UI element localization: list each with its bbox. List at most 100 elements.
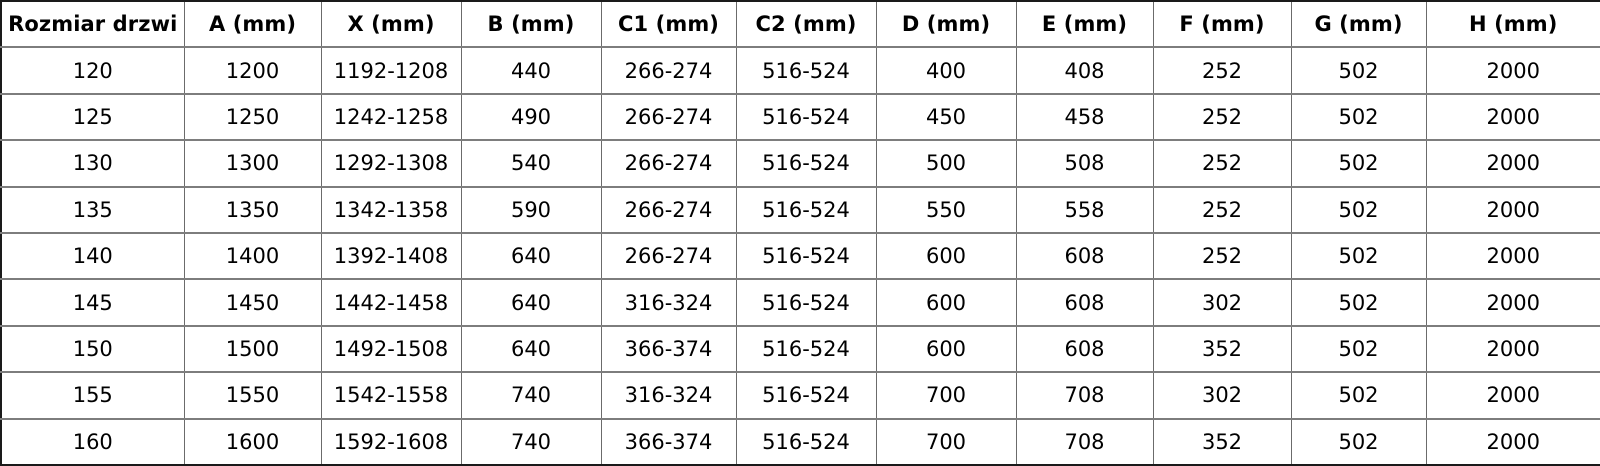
cell-g: 502 bbox=[1291, 325, 1427, 374]
cell-a: 1600 bbox=[184, 418, 322, 465]
table-row: 130 1300 1292-1308 540 266-274 516-524 5… bbox=[1, 140, 1600, 188]
cell-g: 502 bbox=[1291, 186, 1427, 234]
cell-x: 1542-1558 bbox=[321, 372, 462, 420]
table-row: 155 1550 1542-1558 740 316-324 516-524 7… bbox=[1, 372, 1600, 420]
cell-c1: 366-374 bbox=[601, 418, 737, 465]
cell-rozmiar-drzwi: 130 bbox=[1, 140, 185, 188]
cell-g: 502 bbox=[1291, 93, 1427, 142]
table-body: 120 1200 1192-1208 440 266-274 516-524 4… bbox=[1, 47, 1600, 465]
cell-x: 1442-1458 bbox=[321, 279, 462, 327]
column-header-e: E (mm) bbox=[1016, 1, 1154, 49]
cell-c2: 516-524 bbox=[736, 93, 877, 142]
cell-x: 1592-1608 bbox=[321, 418, 462, 465]
cell-b: 740 bbox=[461, 372, 602, 420]
cell-c1: 366-374 bbox=[601, 325, 737, 374]
cell-d: 600 bbox=[876, 325, 1017, 374]
cell-h: 2000 bbox=[1426, 186, 1600, 234]
column-header-c1: C1 (mm) bbox=[601, 1, 737, 49]
table-header-row: Rozmiar drzwi A (mm) X (mm) B (mm) C1 (m… bbox=[1, 1, 1600, 49]
column-header-rozmiar-drzwi: Rozmiar drzwi bbox=[1, 1, 185, 49]
cell-a: 1250 bbox=[184, 93, 322, 142]
column-header-d: D (mm) bbox=[876, 1, 1017, 49]
table-row: 125 1250 1242-1258 490 266-274 516-524 4… bbox=[1, 93, 1600, 142]
cell-d: 400 bbox=[876, 47, 1017, 95]
cell-h: 2000 bbox=[1426, 232, 1600, 281]
cell-a: 1300 bbox=[184, 140, 322, 188]
cell-a: 1200 bbox=[184, 47, 322, 95]
column-header-f: F (mm) bbox=[1153, 1, 1292, 49]
cell-h: 2000 bbox=[1426, 47, 1600, 95]
cell-b: 440 bbox=[461, 47, 602, 95]
cell-c1: 316-324 bbox=[601, 279, 737, 327]
cell-g: 502 bbox=[1291, 279, 1427, 327]
column-header-b: B (mm) bbox=[461, 1, 602, 49]
cell-b: 640 bbox=[461, 325, 602, 374]
cell-b: 540 bbox=[461, 140, 602, 188]
cell-f: 252 bbox=[1153, 93, 1292, 142]
cell-rozmiar-drzwi: 135 bbox=[1, 186, 185, 234]
cell-h: 2000 bbox=[1426, 325, 1600, 374]
column-header-a: A (mm) bbox=[184, 1, 322, 49]
cell-h: 2000 bbox=[1486, 429, 1540, 454]
cell-f: 252 bbox=[1153, 232, 1292, 281]
cell-d: 700 bbox=[876, 418, 1017, 465]
cell-e: 408 bbox=[1016, 47, 1154, 95]
cell-x: 1342-1358 bbox=[321, 186, 462, 234]
cell-a: 1500 bbox=[184, 325, 322, 374]
cell-c2: 516-524 bbox=[736, 418, 877, 465]
cell-c2: 516-524 bbox=[736, 186, 877, 234]
cell-d: 450 bbox=[876, 93, 1017, 142]
cell-c2: 516-524 bbox=[736, 325, 877, 374]
cell-f: 252 bbox=[1153, 186, 1292, 234]
cell-c2: 516-524 bbox=[736, 279, 877, 327]
cell-b: 640 bbox=[461, 232, 602, 281]
cell-rozmiar-drzwi: 150 bbox=[1, 325, 185, 374]
cell-f: 252 bbox=[1153, 47, 1292, 95]
table-row: 145 1450 1442-1458 640 316-324 516-524 6… bbox=[1, 279, 1600, 327]
cell-d: 600 bbox=[876, 232, 1017, 281]
cell-x: 1392-1408 bbox=[321, 232, 462, 281]
column-header-c2: C2 (mm) bbox=[736, 1, 877, 49]
cell-c1: 316-324 bbox=[601, 372, 737, 420]
cell-e: 608 bbox=[1016, 325, 1154, 374]
cell-x: 1192-1208 bbox=[321, 47, 462, 95]
cell-c1: 266-274 bbox=[601, 186, 737, 234]
table-row: 120 1200 1192-1208 440 266-274 516-524 4… bbox=[1, 47, 1600, 95]
cell-c1: 266-274 bbox=[601, 93, 737, 142]
table-row: 160 1600 1592-1608 740 366-374 516-524 7… bbox=[1, 418, 1600, 465]
table-row: 135 1350 1342-1358 590 266-274 516-524 5… bbox=[1, 186, 1600, 234]
cell-e: 608 bbox=[1016, 279, 1154, 327]
cell-c2: 516-524 bbox=[736, 372, 877, 420]
table-row: 140 1400 1392-1408 640 266-274 516-524 6… bbox=[1, 232, 1600, 281]
cell-e: 508 bbox=[1016, 140, 1154, 188]
cell-g: 502 bbox=[1291, 418, 1427, 465]
cell-a: 1450 bbox=[184, 279, 322, 327]
cell-rozmiar-drzwi: 155 bbox=[1, 372, 185, 420]
cell-x: 1492-1508 bbox=[321, 325, 462, 374]
cell-c2: 516-524 bbox=[736, 140, 877, 188]
cell-a: 1400 bbox=[184, 232, 322, 281]
cell-h: 2000 bbox=[1426, 372, 1600, 420]
cell-d: 550 bbox=[876, 186, 1017, 234]
cell-c2: 516-524 bbox=[736, 47, 877, 95]
cell-rozmiar-drzwi: 160 bbox=[1, 418, 185, 465]
cell-g: 502 bbox=[1291, 372, 1427, 420]
cell-d: 700 bbox=[876, 372, 1017, 420]
cell-f: 252 bbox=[1153, 140, 1292, 188]
cell-e: 708 bbox=[1016, 372, 1154, 420]
cell-h: 2000 bbox=[1426, 279, 1600, 327]
column-header-g: G (mm) bbox=[1291, 1, 1427, 49]
cell-b: 490 bbox=[461, 93, 602, 142]
cell-f: 352 bbox=[1153, 325, 1292, 374]
table-row: 150 1500 1492-1508 640 366-374 516-524 6… bbox=[1, 325, 1600, 374]
table-header: Rozmiar drzwi A (mm) X (mm) B (mm) C1 (m… bbox=[1, 1, 1600, 49]
cell-x: 1292-1308 bbox=[321, 140, 462, 188]
cell-h: 2000 bbox=[1426, 140, 1600, 188]
cell-e: 458 bbox=[1016, 93, 1154, 142]
cell-c1: 266-274 bbox=[601, 47, 737, 95]
cell-e: 708 bbox=[1016, 418, 1154, 465]
cell-h: 2000 bbox=[1426, 93, 1600, 142]
cell-d: 500 bbox=[876, 140, 1017, 188]
cell-g: 502 bbox=[1291, 232, 1427, 281]
